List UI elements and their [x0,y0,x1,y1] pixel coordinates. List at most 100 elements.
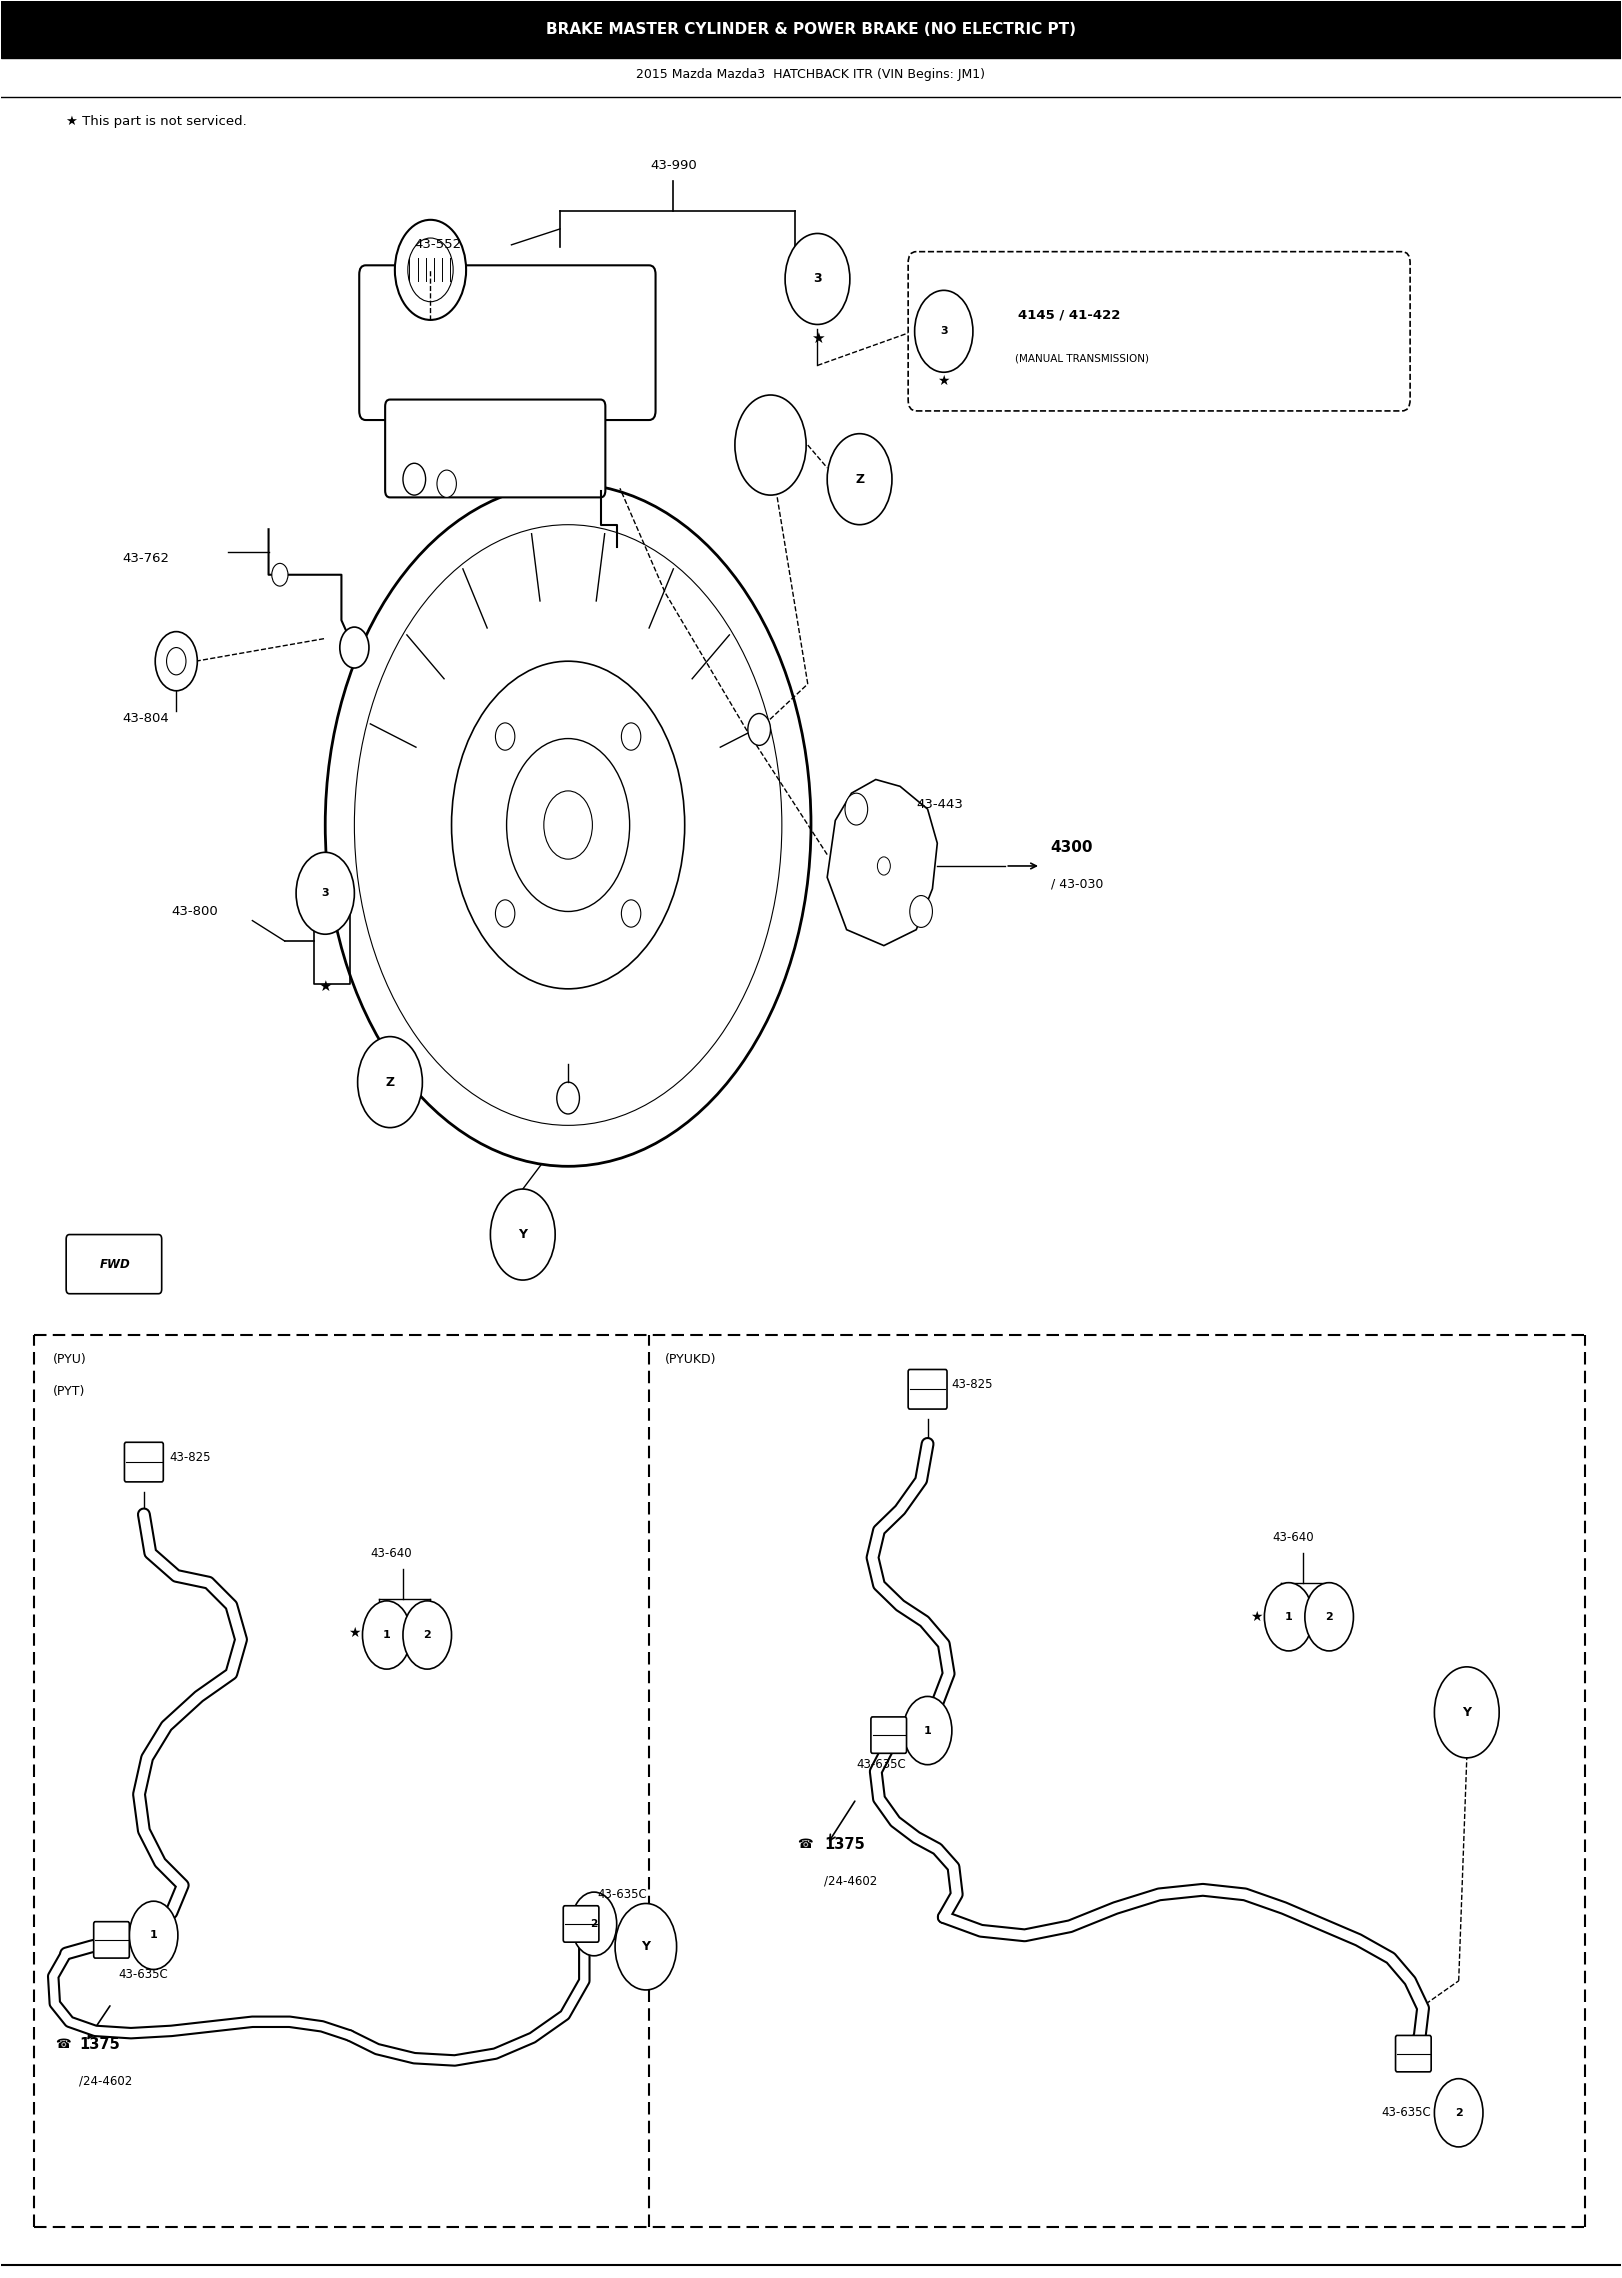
Circle shape [1265,1583,1312,1652]
Text: 1: 1 [383,1631,391,1640]
Text: 1: 1 [923,1724,931,1736]
Text: 43-552: 43-552 [414,239,461,251]
Circle shape [543,790,592,859]
Circle shape [362,1601,410,1670]
Text: /24-4602: /24-4602 [824,1875,878,1886]
FancyBboxPatch shape [563,1907,599,1943]
Text: 4145 / 41-422: 4145 / 41-422 [1019,310,1121,321]
Text: FWD: FWD [99,1257,130,1271]
Text: /24-4602: /24-4602 [79,2075,133,2087]
Text: Z: Z [386,1075,394,1089]
Text: Y: Y [1463,1706,1471,1720]
Circle shape [506,738,629,911]
Text: ★: ★ [811,330,824,346]
Circle shape [357,1036,422,1128]
Text: 1375: 1375 [824,1836,865,1852]
Circle shape [407,237,453,301]
Circle shape [785,232,850,323]
Circle shape [394,219,466,319]
Circle shape [915,289,973,371]
FancyBboxPatch shape [94,1923,130,1959]
Polygon shape [827,779,938,945]
Circle shape [495,722,514,749]
Circle shape [903,1697,952,1765]
Text: 43-640: 43-640 [1273,1531,1314,1544]
FancyBboxPatch shape [908,1369,947,1410]
Circle shape [354,524,782,1125]
Text: 4300: 4300 [1051,841,1093,854]
Text: 43-990: 43-990 [650,159,697,171]
Text: 43-800: 43-800 [172,904,217,918]
Text: (PYT): (PYT) [54,1385,86,1399]
Circle shape [495,900,514,927]
Text: (PYUKD): (PYUKD) [665,1353,717,1367]
FancyBboxPatch shape [871,1718,907,1754]
Circle shape [130,1902,178,1970]
Circle shape [615,1904,676,1991]
Circle shape [402,462,425,494]
Text: 2: 2 [423,1631,431,1640]
Circle shape [556,1082,579,1114]
Circle shape [878,857,890,875]
Text: 43-804: 43-804 [123,711,170,724]
Text: 43-825: 43-825 [170,1451,211,1465]
Circle shape [156,631,198,690]
Circle shape [339,626,368,667]
Circle shape [621,900,641,927]
FancyBboxPatch shape [384,399,605,497]
Circle shape [621,722,641,749]
Circle shape [1434,1667,1499,1759]
Circle shape [1304,1583,1353,1652]
Text: Y: Y [519,1228,527,1242]
Text: BRAKE MASTER CYLINDER & POWER BRAKE (NO ELECTRIC PT): BRAKE MASTER CYLINDER & POWER BRAKE (NO … [547,23,1075,36]
Text: 43-825: 43-825 [952,1378,993,1392]
Text: 2: 2 [590,1918,597,1929]
Text: 43-635C: 43-635C [856,1759,907,1772]
Circle shape [735,394,806,494]
Circle shape [297,852,354,934]
Circle shape [490,1189,555,1280]
Text: (MANUAL TRANSMISSION): (MANUAL TRANSMISSION) [1015,353,1148,364]
Text: Z: Z [855,474,865,485]
Circle shape [451,661,684,989]
Circle shape [910,895,933,927]
Text: ★: ★ [318,980,333,993]
FancyBboxPatch shape [67,1235,162,1294]
Circle shape [272,563,289,585]
Text: 43-635C: 43-635C [118,1968,167,1980]
Text: ★: ★ [349,1626,360,1640]
Text: 3: 3 [941,326,947,337]
Text: 2: 2 [1325,1613,1333,1622]
Circle shape [402,1601,451,1670]
Text: 3: 3 [813,273,822,285]
Circle shape [436,469,456,497]
Circle shape [326,483,811,1166]
FancyBboxPatch shape [125,1442,164,1483]
Text: 43-762: 43-762 [123,551,170,565]
Text: 43-443: 43-443 [916,797,963,811]
Text: 2015 Mazda Mazda3  HATCHBACK ITR (VIN Begins: JM1): 2015 Mazda Mazda3 HATCHBACK ITR (VIN Beg… [636,68,986,80]
Circle shape [1434,2078,1483,2146]
Circle shape [167,647,187,674]
Text: 1: 1 [1285,1613,1293,1622]
Circle shape [571,1893,616,1957]
Text: 3: 3 [321,888,329,898]
Text: 43-635C: 43-635C [1380,2107,1431,2119]
FancyBboxPatch shape [358,264,655,419]
Text: ★: ★ [938,374,950,387]
FancyBboxPatch shape [1395,2037,1431,2073]
Text: 1375: 1375 [79,2037,120,2052]
Text: 43-640: 43-640 [370,1547,412,1560]
Text: 1: 1 [149,1929,157,1941]
Text: ☎: ☎ [55,2039,71,2050]
Text: 2: 2 [1455,2107,1463,2119]
Text: Y: Y [641,1941,650,1952]
Text: ☎: ☎ [796,1838,813,1850]
Circle shape [827,433,892,524]
Text: ★ This part is not serviced.: ★ This part is not serviced. [67,116,247,128]
Text: 43-635C: 43-635C [597,1888,647,1900]
FancyBboxPatch shape [908,251,1410,410]
Bar [2,2,1620,59]
Circle shape [748,713,770,745]
Circle shape [845,793,868,825]
